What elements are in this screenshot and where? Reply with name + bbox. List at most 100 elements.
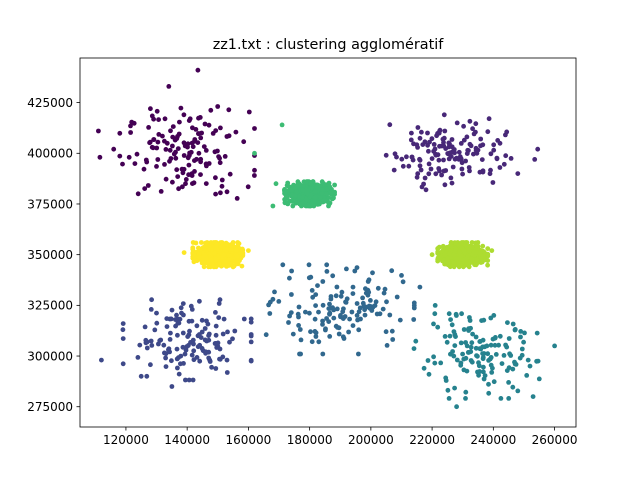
data-point bbox=[467, 248, 473, 254]
data-point bbox=[228, 247, 234, 252]
data-point bbox=[233, 129, 239, 135]
data-point bbox=[508, 353, 514, 358]
data-point bbox=[120, 361, 126, 367]
data-point bbox=[206, 349, 212, 355]
data-point bbox=[194, 323, 200, 329]
data-point bbox=[460, 351, 465, 357]
data-point bbox=[216, 315, 222, 320]
data-point bbox=[463, 396, 468, 401]
data-point bbox=[366, 303, 372, 309]
data-point bbox=[263, 332, 269, 338]
y-tick-label: 400000 bbox=[27, 147, 73, 161]
data-point bbox=[380, 306, 386, 312]
data-point bbox=[478, 143, 483, 149]
data-point bbox=[234, 196, 240, 201]
data-point bbox=[425, 358, 431, 363]
data-point bbox=[354, 265, 360, 270]
data-point bbox=[194, 258, 200, 264]
data-point bbox=[154, 164, 159, 169]
data-point bbox=[169, 384, 175, 389]
x-tick-label: 220000 bbox=[409, 433, 455, 447]
data-point bbox=[452, 385, 457, 391]
data-point bbox=[471, 151, 476, 157]
data-point bbox=[316, 339, 322, 345]
data-point bbox=[423, 187, 429, 193]
data-point bbox=[234, 253, 240, 259]
data-point bbox=[354, 301, 360, 306]
data-point bbox=[461, 257, 467, 262]
data-point bbox=[320, 279, 326, 284]
data-point bbox=[387, 312, 393, 318]
data-point bbox=[320, 318, 325, 324]
data-point bbox=[488, 362, 494, 368]
data-point bbox=[476, 372, 481, 378]
data-point bbox=[152, 327, 158, 333]
data-point bbox=[419, 129, 424, 135]
data-point bbox=[381, 290, 387, 296]
data-point bbox=[284, 183, 290, 188]
data-point bbox=[163, 364, 169, 369]
data-point bbox=[404, 154, 409, 160]
data-point bbox=[508, 156, 514, 161]
data-point bbox=[446, 311, 452, 317]
data-point bbox=[190, 337, 196, 343]
data-point bbox=[213, 332, 219, 338]
data-point bbox=[488, 315, 494, 321]
data-point bbox=[344, 266, 349, 272]
data-point bbox=[458, 141, 464, 146]
data-point bbox=[443, 375, 449, 381]
data-point bbox=[495, 138, 501, 143]
x-tick-label: 180000 bbox=[287, 433, 333, 447]
data-point bbox=[473, 121, 479, 127]
data-point bbox=[320, 322, 325, 327]
data-point bbox=[480, 169, 486, 175]
data-point bbox=[303, 309, 308, 315]
data-point bbox=[285, 200, 290, 206]
data-point bbox=[467, 141, 473, 147]
data-point bbox=[297, 327, 303, 332]
data-point bbox=[163, 355, 169, 361]
data-point bbox=[208, 107, 214, 113]
data-point bbox=[356, 309, 362, 315]
data-point bbox=[199, 317, 205, 323]
data-point bbox=[198, 156, 204, 162]
data-point bbox=[512, 327, 518, 332]
data-point bbox=[290, 331, 296, 337]
data-point bbox=[198, 172, 203, 178]
data-point bbox=[365, 279, 371, 284]
data-point bbox=[466, 264, 472, 270]
data-point bbox=[99, 357, 104, 363]
data-point bbox=[446, 396, 452, 401]
data-point bbox=[426, 148, 431, 154]
y-axis: 275000 300000 325000 350000 375000 400000 4250… bbox=[27, 96, 80, 414]
data-point bbox=[461, 327, 467, 332]
data-point bbox=[217, 346, 223, 352]
data-point bbox=[429, 136, 435, 142]
data-point bbox=[225, 329, 230, 335]
data-point bbox=[190, 246, 196, 252]
data-point bbox=[439, 172, 444, 178]
data-point bbox=[452, 156, 458, 162]
data-point bbox=[215, 104, 221, 109]
data-point bbox=[312, 198, 317, 204]
data-point bbox=[224, 370, 230, 375]
data-point bbox=[180, 330, 186, 336]
data-point bbox=[468, 358, 474, 363]
data-point bbox=[383, 329, 389, 335]
data-point bbox=[324, 262, 330, 268]
data-point bbox=[488, 151, 494, 157]
data-point bbox=[435, 249, 441, 255]
data-point bbox=[182, 351, 188, 357]
data-point bbox=[384, 343, 390, 348]
data-point bbox=[227, 339, 232, 345]
data-point bbox=[289, 268, 294, 274]
data-point bbox=[204, 338, 210, 344]
data-point bbox=[213, 191, 219, 197]
data-point bbox=[422, 175, 428, 181]
data-point bbox=[178, 353, 184, 359]
data-point bbox=[451, 353, 457, 359]
data-point bbox=[313, 334, 319, 339]
data-point bbox=[224, 189, 230, 195]
data-point bbox=[160, 133, 165, 139]
data-point bbox=[197, 358, 203, 364]
